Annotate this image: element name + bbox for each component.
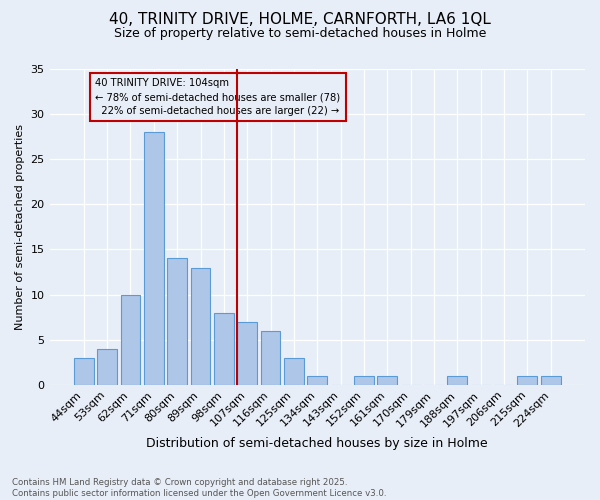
Bar — [191, 268, 211, 385]
Text: 40, TRINITY DRIVE, HOLME, CARNFORTH, LA6 1QL: 40, TRINITY DRIVE, HOLME, CARNFORTH, LA6… — [109, 12, 491, 28]
X-axis label: Distribution of semi-detached houses by size in Holme: Distribution of semi-detached houses by … — [146, 437, 488, 450]
Bar — [214, 312, 234, 385]
Y-axis label: Number of semi-detached properties: Number of semi-detached properties — [15, 124, 25, 330]
Text: Contains HM Land Registry data © Crown copyright and database right 2025.
Contai: Contains HM Land Registry data © Crown c… — [12, 478, 386, 498]
Bar — [377, 376, 397, 385]
Bar — [284, 358, 304, 385]
Bar — [541, 376, 560, 385]
Bar — [448, 376, 467, 385]
Text: Size of property relative to semi-detached houses in Holme: Size of property relative to semi-detach… — [114, 28, 486, 40]
Bar — [74, 358, 94, 385]
Bar — [144, 132, 164, 385]
Bar — [517, 376, 538, 385]
Text: 40 TRINITY DRIVE: 104sqm
← 78% of semi-detached houses are smaller (78)
  22% of: 40 TRINITY DRIVE: 104sqm ← 78% of semi-d… — [95, 78, 341, 116]
Bar — [307, 376, 327, 385]
Bar — [167, 258, 187, 385]
Bar — [121, 294, 140, 385]
Bar — [260, 330, 280, 385]
Bar — [238, 322, 257, 385]
Bar — [354, 376, 374, 385]
Bar — [97, 348, 117, 385]
